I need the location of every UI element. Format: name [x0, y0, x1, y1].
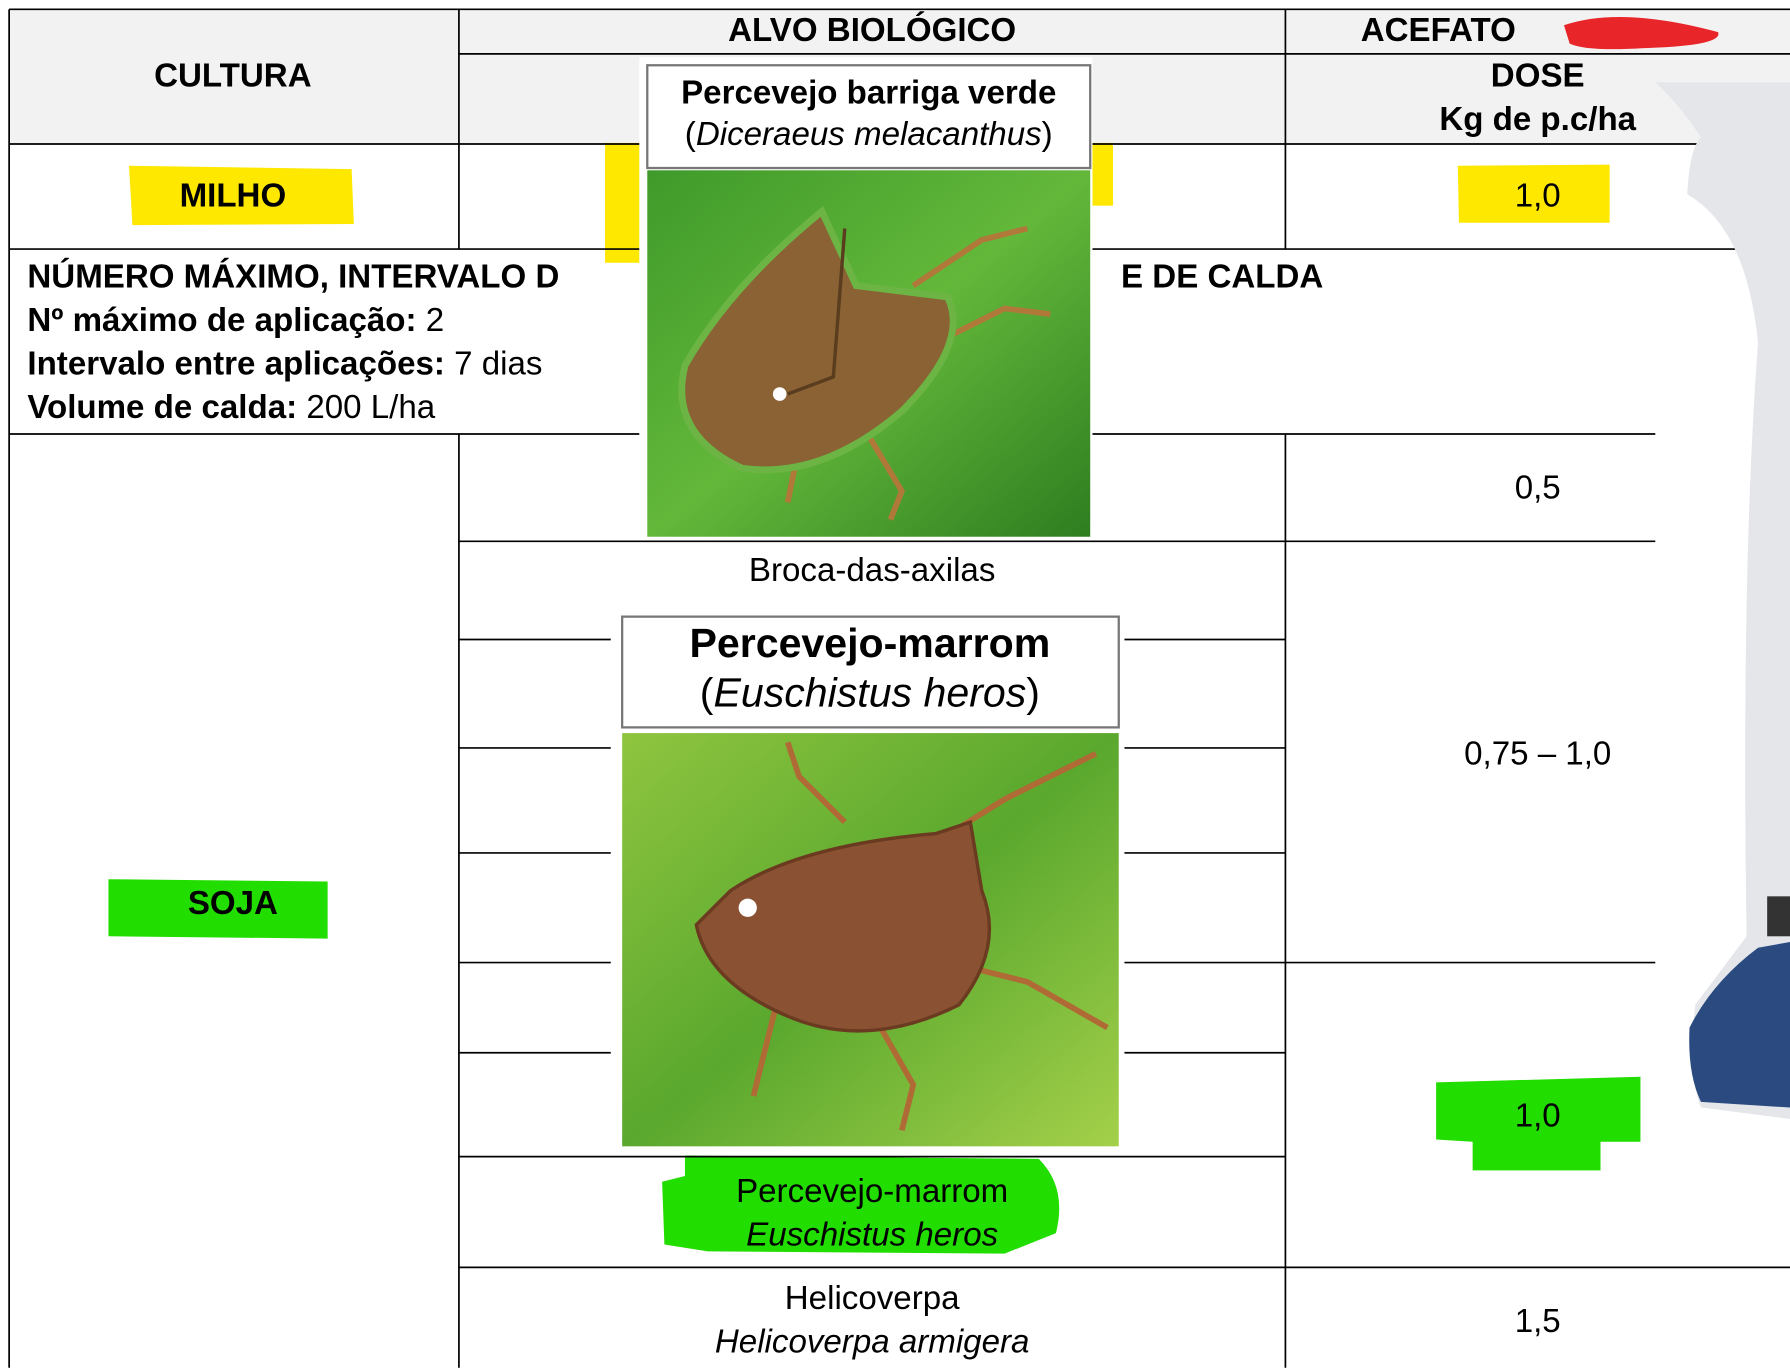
highlight [605, 142, 645, 263]
barcode [1767, 896, 1790, 937]
info-line: Nº máximo de aplicação: 2 [27, 302, 444, 339]
insect-body [678, 205, 957, 474]
info-label: Volume de calda: [27, 389, 297, 426]
highlight [1436, 1076, 1641, 1171]
dose: 1,0 [1515, 177, 1561, 214]
card-scientific: Euschistus heros [713, 669, 1026, 715]
info-label: Intervalo entre aplicações: [27, 345, 445, 382]
insect-card: Percevejo barriga verde (Diceraeus melac… [639, 57, 1093, 540]
header-cell [9, 9, 459, 145]
insect-spot [772, 387, 787, 401]
info-value: 2 [426, 302, 444, 339]
info-title: NÚMERO MÁXIMO, INTERVALO D [27, 257, 559, 295]
dose: 0,75 – 1,0 [1464, 736, 1611, 773]
package-band [1689, 941, 1790, 1108]
table-lines [8, 8, 1790, 1368]
target-scientific: Euschistus heros [746, 1216, 998, 1253]
insect-card: Percevejo-marrom (Euschistus heros) [619, 615, 1122, 1149]
dose: 1,5 [1515, 1303, 1561, 1340]
highlight [662, 1155, 1060, 1254]
card-scientific-line: (Diceraeus melacanthus) [685, 116, 1053, 153]
target-name: Helicoverpa [785, 1280, 960, 1317]
culture: MILHO [180, 177, 287, 214]
info-title: E DE CALDA [1121, 258, 1323, 295]
header-alvo: ALVO BIOLÓGICO [728, 11, 1016, 49]
dose: 1,0 [1515, 1098, 1561, 1135]
highlight [108, 879, 328, 939]
highlight [128, 165, 354, 226]
card-name: Percevejo-marrom [690, 620, 1051, 666]
product-package [1655, 82, 1790, 1119]
header-dose: DOSE [1491, 58, 1585, 95]
culture: SOJA [188, 885, 278, 922]
insect-spot [738, 898, 757, 917]
card-scientific-line: (Euschistus heros) [700, 669, 1040, 715]
info-label: Nº máximo de aplicação: [27, 302, 416, 339]
card-label-box [621, 615, 1120, 729]
paren: ) [1026, 669, 1040, 715]
target-name: Percevejo-marrom [736, 1173, 1008, 1210]
card-label-box [646, 64, 1092, 170]
insect-detail [787, 228, 847, 396]
redaction [1563, 17, 1719, 50]
info-value: 200 L/ha [306, 389, 435, 426]
card-name: Percevejo barriga verde [681, 75, 1056, 112]
header-cultura: CULTURA [154, 58, 312, 95]
package-body [1655, 82, 1790, 1119]
dose: 0,5 [1515, 470, 1561, 507]
info-value: 7 dias [454, 345, 542, 382]
paren: ( [685, 116, 696, 153]
target-scientific: Helicoverpa armigera [715, 1324, 1030, 1361]
header-dose-unit: Kg de p.c/ha [1439, 101, 1636, 138]
info-line: Volume de calda: 200 L/ha [27, 389, 435, 426]
target-name: Broca-das-axilas [749, 552, 995, 589]
highlight [1457, 164, 1610, 223]
insect-body [694, 819, 992, 1033]
header-produto: ACEFATO [1361, 12, 1516, 49]
paren: ) [1042, 116, 1053, 153]
card-scientific: Diceraeus melacanthus [696, 116, 1042, 153]
info-line: Intervalo entre aplicações: 7 dias [27, 345, 542, 382]
paren: ( [700, 669, 714, 715]
